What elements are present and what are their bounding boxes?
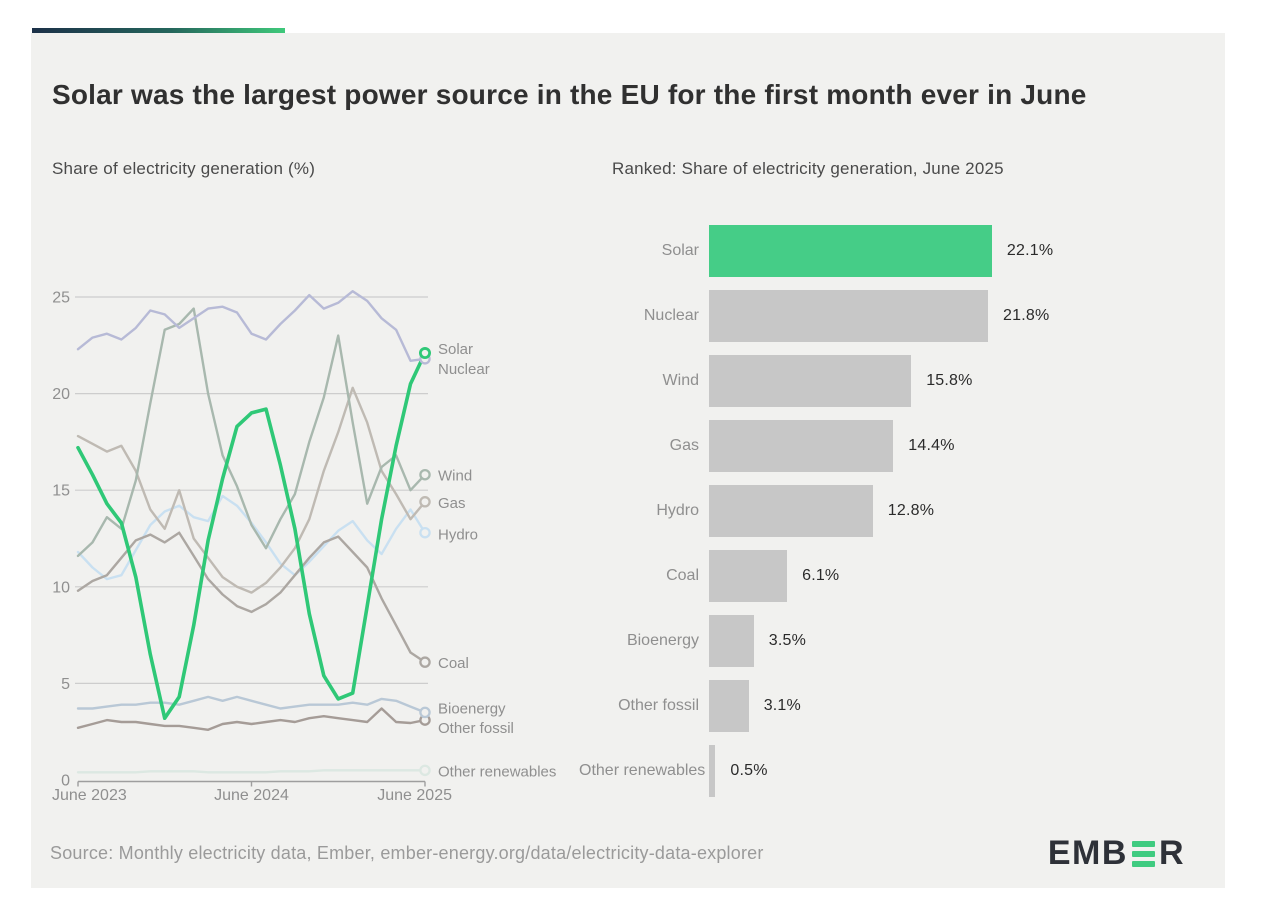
bar-wind bbox=[709, 354, 912, 407]
bar-category-label: Coal bbox=[666, 566, 699, 584]
series-line-coal bbox=[76, 531, 427, 664]
generation-share-line-chart: 0 5 10 15 20 25 June 2023 June 2024 June 2025 Oth… bbox=[52, 290, 556, 805]
series-label-hydro: Hydro bbox=[438, 527, 478, 544]
bar-value-label: 0.5% bbox=[730, 761, 768, 779]
bar-row: Other renewables 0.5% bbox=[579, 738, 1209, 803]
bar-value-label: 12.8% bbox=[887, 501, 935, 519]
bar-row: Gas 14.4% bbox=[579, 413, 1209, 478]
bar-category-label: Solar bbox=[661, 241, 699, 259]
bar-value-label: 14.4% bbox=[908, 436, 955, 454]
series-label-other-fossil: Other fossil bbox=[438, 720, 514, 737]
ember-logo: EMB R bbox=[1048, 834, 1185, 873]
logo-text-r: R bbox=[1158, 834, 1185, 872]
series-label-bioenergy: Bioenergy bbox=[438, 700, 506, 717]
brand-accent-gradient-bar bbox=[32, 28, 285, 34]
bar-category-label: Gas bbox=[669, 436, 699, 454]
line-chart-subtitle: Share of electricity generation (%) bbox=[52, 159, 316, 178]
series-end-marker bbox=[419, 468, 431, 481]
logo-text-emb: EMB bbox=[1047, 834, 1128, 872]
bar-row: Wind 15.8% bbox=[579, 348, 1209, 413]
y-tick-label: 15 bbox=[52, 483, 70, 500]
y-tick-label: 10 bbox=[52, 579, 70, 596]
bar-bioenergy bbox=[709, 614, 754, 667]
source-attribution: Source: Monthly electricity data, Ember,… bbox=[50, 843, 764, 863]
bar-category-label: Other renewables bbox=[579, 761, 706, 779]
bar-category-label: Wind bbox=[662, 371, 699, 389]
bar-row: Hydro 12.8% bbox=[579, 478, 1209, 543]
bar-hydro bbox=[709, 484, 873, 537]
bar-row: Coal 6.1% bbox=[579, 543, 1209, 608]
bar-solar bbox=[709, 224, 992, 277]
chart-panel: Solar was the largest power source in th… bbox=[31, 33, 1225, 888]
series-label-nuclear: Nuclear bbox=[438, 361, 490, 378]
bar-nuclear bbox=[709, 289, 988, 342]
bar-value-label: 21.8% bbox=[1003, 306, 1050, 324]
series-line-other-renewables bbox=[76, 769, 427, 774]
y-tick-label: 5 bbox=[61, 676, 70, 693]
bar-category-label: Hydro bbox=[656, 501, 699, 519]
bar-value-label: 15.8% bbox=[926, 371, 973, 389]
bar-row: Other fossil 3.1% bbox=[579, 673, 1209, 738]
x-tick-label: June 2023 bbox=[52, 787, 127, 804]
series-line-other-fossil bbox=[76, 707, 427, 731]
series-label-gas: Gas bbox=[438, 495, 466, 512]
bar-value-label: 3.1% bbox=[763, 696, 801, 714]
bar-category-label: Other fossil bbox=[618, 696, 699, 714]
series-end-marker bbox=[419, 706, 431, 719]
logo-green-e-icon bbox=[1131, 839, 1155, 869]
page-title: Solar was the largest power source in th… bbox=[52, 78, 1087, 110]
bar-row: Nuclear 21.8% bbox=[579, 283, 1209, 348]
bar-chart-subtitle: Ranked: Share of electricity generation,… bbox=[612, 159, 1004, 178]
series-label-coal: Coal bbox=[438, 655, 469, 672]
series-end-marker bbox=[419, 496, 431, 508]
series-label-other-renewables: Other renewables bbox=[438, 763, 556, 780]
bar-coal bbox=[709, 549, 788, 602]
bar-other-fossil bbox=[709, 679, 749, 732]
series-line-nuclear bbox=[76, 290, 427, 363]
generation-ranked-bar-chart: Solar 22.1% Nuclear 21.8% Wind 15.8% Gas 14.4% H… bbox=[579, 218, 1209, 803]
x-tick-label: June 2025 bbox=[377, 787, 452, 804]
bar-row: Bioenergy 3.5% bbox=[579, 608, 1209, 673]
y-tick-label: 25 bbox=[52, 290, 70, 307]
y-tick-label: 0 bbox=[61, 773, 70, 790]
bar-row: Solar 22.1% bbox=[579, 218, 1209, 283]
bar-value-label: 22.1% bbox=[1006, 241, 1054, 259]
bar-category-label: Nuclear bbox=[643, 306, 699, 324]
series-label-wind: Wind bbox=[438, 468, 472, 485]
bar-gas bbox=[709, 419, 894, 472]
series-label-solar: Solar bbox=[438, 341, 473, 358]
series-line-bioenergy bbox=[76, 695, 427, 714]
bar-value-label: 3.5% bbox=[768, 631, 807, 649]
series-line-solar bbox=[76, 351, 427, 721]
bar-value-label: 6.1% bbox=[802, 566, 840, 584]
y-tick-label: 20 bbox=[52, 386, 70, 403]
series-end-marker bbox=[419, 526, 431, 539]
bar-category-label: Bioenergy bbox=[626, 631, 699, 649]
series-line-wind bbox=[76, 307, 427, 558]
series-end-marker bbox=[419, 764, 431, 777]
series-end-marker bbox=[418, 347, 431, 360]
series-line-gas bbox=[76, 386, 427, 594]
series-end-marker bbox=[419, 656, 431, 668]
bar-other-renewables bbox=[709, 744, 716, 797]
x-tick-label: June 2024 bbox=[214, 787, 289, 804]
